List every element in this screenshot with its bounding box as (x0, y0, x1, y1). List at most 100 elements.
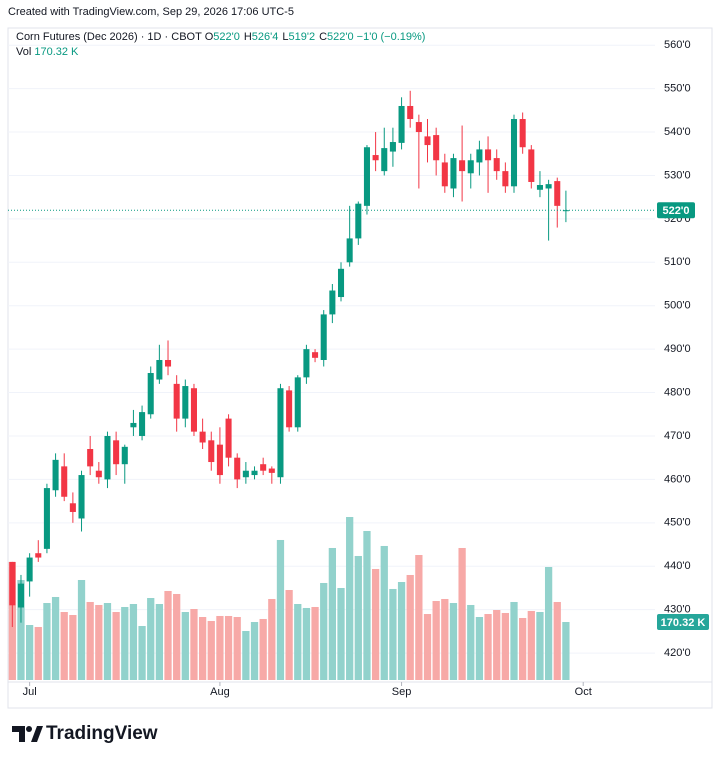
candle-body (329, 290, 336, 315)
last-volume-box (657, 614, 709, 631)
y-tick-label: 480'0 (664, 386, 691, 398)
candle-body (493, 158, 500, 172)
candle-body (346, 238, 353, 263)
last-price-label: 522'0 (662, 205, 689, 217)
candle-body (61, 466, 68, 497)
ohlc-label: O (204, 31, 214, 43)
candle-body (407, 105, 414, 120)
candle-body (415, 122, 422, 133)
brand: TradingView (46, 723, 158, 744)
candle-body (43, 488, 50, 549)
candle-body (26, 557, 33, 582)
ohlc-label: C (319, 31, 328, 43)
volume-bar (259, 618, 267, 680)
candle-body (9, 561, 16, 606)
legend: Corn Futures (Dec 2026) · 1D · CBOT O522… (16, 30, 425, 60)
ohlc-value: 519'2 (288, 31, 316, 43)
candles (9, 90, 569, 628)
candle-body (147, 373, 154, 415)
volume-bar (121, 606, 129, 680)
candle-body (424, 136, 431, 146)
volume-bar (43, 603, 51, 680)
candle-body (164, 359, 172, 367)
volume-bar (337, 587, 345, 680)
volume-bar (441, 598, 449, 680)
volume-bar (406, 574, 414, 680)
candle-body (294, 377, 301, 428)
candle-body (485, 149, 492, 161)
volume-bar (25, 625, 34, 680)
volume-bar (475, 617, 484, 680)
y-tick-label: 430'0 (664, 604, 691, 616)
volume-bar (519, 617, 527, 680)
candle-body (398, 105, 405, 143)
x-tick-label: Sep (392, 686, 412, 698)
candle-body (216, 444, 223, 476)
candle-body (130, 422, 137, 428)
candle-body (510, 119, 518, 187)
legend-row: Corn Futures (Dec 2026) · 1D · CBOT O522… (16, 30, 425, 45)
volume-bar (60, 612, 68, 680)
candle-body (355, 203, 362, 239)
volume (8, 517, 570, 680)
candle-body (286, 390, 293, 428)
candle-body (156, 359, 163, 380)
y-tick-label: 500'0 (664, 300, 691, 312)
volume-bar (268, 598, 276, 680)
volume-bar (449, 603, 458, 680)
x-tick-label: Jul (23, 686, 37, 698)
volume-bar (216, 615, 224, 680)
candle-body (450, 158, 457, 189)
candle-body (467, 160, 474, 174)
volume-bar (397, 582, 406, 680)
chart-title: Corn Futures (Dec 2026) · 1D · CBOT (16, 31, 202, 43)
volume-bar (224, 615, 233, 680)
volume-bar (242, 631, 250, 680)
volume-bar (432, 601, 440, 680)
volume-bar (129, 603, 138, 680)
y-tick-label: 540'0 (664, 126, 691, 138)
volume-bar (371, 568, 380, 680)
x-tick-label: Aug (210, 686, 230, 698)
y-tick-label: 550'0 (664, 83, 691, 95)
volume-bar (198, 617, 207, 680)
volume-bar (51, 596, 60, 680)
candle-body (536, 185, 543, 190)
candle-body (95, 470, 102, 478)
y-tick-label: 440'0 (664, 560, 691, 572)
candle-body (476, 149, 483, 163)
candle-body (337, 268, 345, 298)
candle-body (389, 142, 396, 152)
volume-bar (510, 601, 518, 680)
tradingview-logo: TradingView (12, 723, 158, 744)
volume-bar (363, 530, 371, 680)
volume-bar (544, 566, 553, 680)
volume-bar (415, 555, 423, 680)
volume-bar (389, 588, 397, 680)
candle-body (562, 210, 569, 212)
chart-frame (7, 27, 713, 709)
grid (8, 44, 655, 654)
volume-bar (458, 547, 466, 680)
candle-body (234, 457, 241, 480)
volume-bar (138, 625, 146, 680)
x-tick-label: Oct (575, 686, 592, 698)
candle-body (320, 314, 327, 360)
candle-body (545, 184, 552, 189)
volume-bar (233, 617, 241, 680)
candle-body (554, 181, 561, 206)
candle-body (277, 388, 284, 478)
candle-body (69, 503, 76, 512)
watermark: Created with TradingView.com, Sep 29, 20… (8, 6, 294, 18)
volume-bar (294, 603, 302, 680)
volume-bar (501, 612, 509, 680)
volume-bar (155, 603, 164, 680)
volume-bar (423, 614, 432, 680)
candle-body (528, 149, 535, 182)
volume-bar (380, 545, 388, 680)
volume-label: Vol (16, 46, 32, 58)
candle-body (104, 435, 111, 480)
volume-bar (536, 612, 544, 680)
